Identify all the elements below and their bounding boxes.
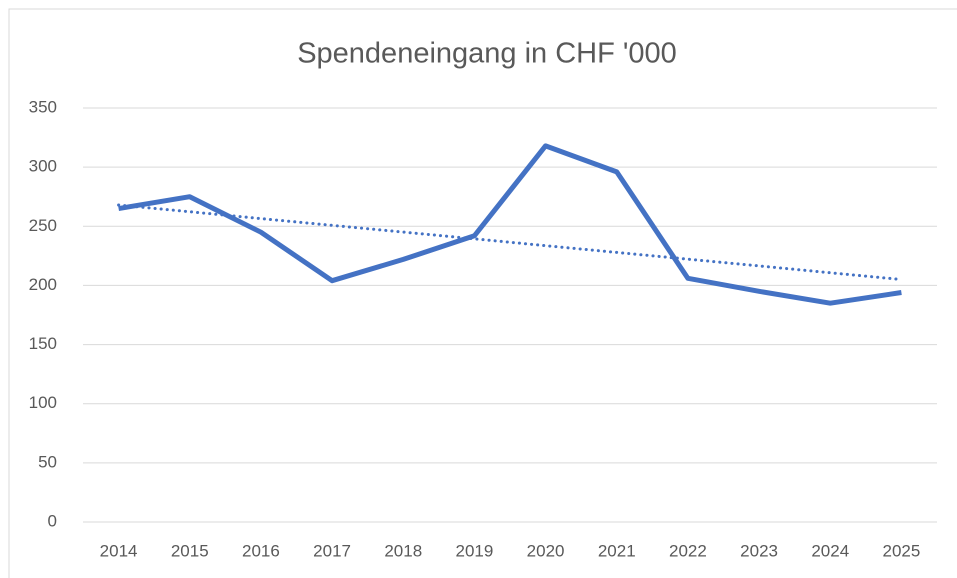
x-tick-label: 2024 [811, 541, 849, 560]
x-tick-label: 2022 [669, 541, 707, 560]
x-tick-label: 2016 [242, 541, 280, 560]
x-tick-label: 2017 [313, 541, 351, 560]
chart-frame [8, 8, 957, 578]
y-tick-label: 300 [29, 157, 57, 176]
chart-title: Spendeneingang in CHF '000 [297, 38, 677, 70]
x-tick-label: 2020 [527, 541, 565, 560]
x-tick-label: 2019 [456, 541, 494, 560]
y-tick-label: 0 [48, 511, 57, 530]
y-tick-label: 200 [29, 275, 57, 294]
x-tick-label: 2018 [384, 541, 422, 560]
x-tick-label: 2025 [883, 541, 921, 560]
y-tick-label: 150 [29, 334, 57, 353]
y-tick-label: 350 [29, 97, 57, 116]
x-tick-label: 2021 [598, 541, 636, 560]
x-tick-label: 2015 [171, 541, 209, 560]
x-tick-label: 2014 [100, 541, 138, 560]
y-tick-label: 50 [38, 452, 57, 471]
data-line [118, 143, 902, 306]
y-tick-label: 250 [29, 216, 57, 235]
x-tick-label: 2023 [740, 541, 778, 560]
y-tick-label: 100 [29, 393, 57, 412]
